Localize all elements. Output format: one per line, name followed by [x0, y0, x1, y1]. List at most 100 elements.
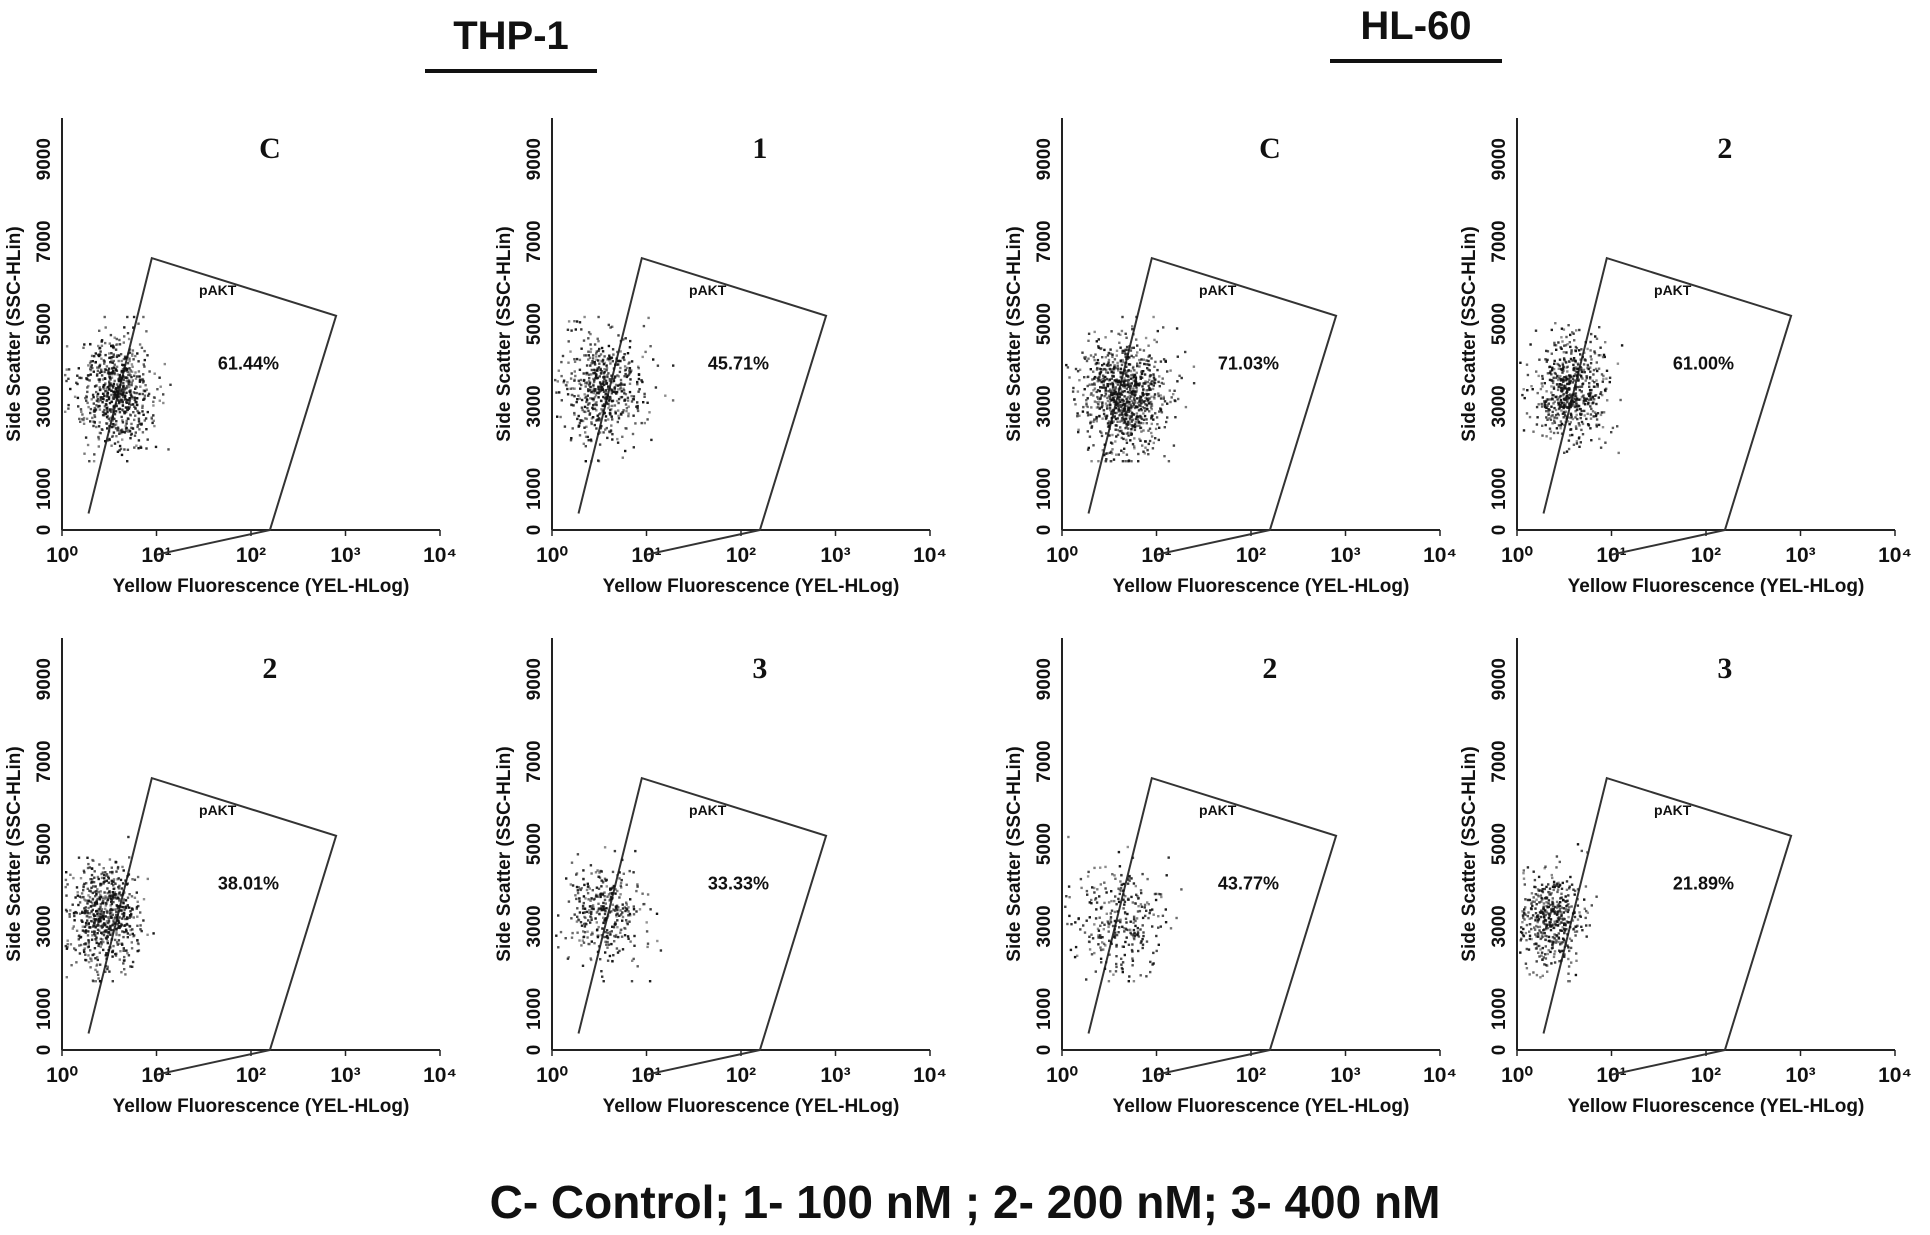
- event-point: [603, 846, 607, 849]
- event-point: [1565, 394, 1569, 398]
- event-point: [92, 370, 95, 373]
- event-point: [83, 910, 87, 913]
- event-point: [1109, 352, 1112, 355]
- event-point: [617, 334, 620, 337]
- event-point: [1114, 428, 1117, 431]
- event-point: [102, 881, 105, 884]
- event-point: [1117, 405, 1121, 408]
- event-point: [1560, 401, 1564, 405]
- event-point: [1137, 384, 1141, 387]
- event-point: [1109, 460, 1112, 463]
- event-point: [1564, 410, 1568, 413]
- event-point: [1136, 405, 1139, 408]
- event-point: [1127, 878, 1130, 881]
- event-point: [1585, 397, 1588, 400]
- event-point: [125, 949, 128, 952]
- event-point: [122, 869, 125, 872]
- event-point: [109, 924, 112, 928]
- event-point: [109, 361, 112, 364]
- event-point: [1076, 954, 1079, 957]
- event-point: [613, 388, 617, 391]
- event-point: [1089, 393, 1093, 396]
- event-point: [1113, 415, 1116, 418]
- event-point: [1125, 345, 1129, 349]
- event-point: [607, 372, 610, 375]
- event-point: [136, 900, 139, 903]
- event-point: [1110, 909, 1114, 912]
- event-point: [1132, 387, 1135, 390]
- event-point: [597, 887, 601, 890]
- event-point: [1131, 424, 1134, 427]
- event-point: [1594, 335, 1597, 338]
- event-point: [1549, 912, 1552, 915]
- event-point: [1125, 397, 1128, 401]
- event-point: [632, 414, 635, 417]
- event-point: [1130, 382, 1133, 385]
- event-point: [1559, 897, 1562, 900]
- event-point: [581, 419, 585, 423]
- event-point: [131, 352, 134, 355]
- event-point: [1149, 406, 1153, 409]
- event-point: [1094, 353, 1097, 356]
- y-tick-label: 5000: [1034, 303, 1055, 345]
- gate-polygon: [577, 256, 828, 556]
- event-point: [1575, 440, 1579, 443]
- event-point: [1536, 914, 1540, 917]
- event-point: [607, 385, 610, 388]
- event-point: [1552, 907, 1555, 910]
- event-point: [578, 434, 582, 437]
- event-point: [1115, 435, 1118, 438]
- event-point: [107, 367, 111, 370]
- event-point: [1549, 370, 1552, 373]
- event-point: [1541, 890, 1545, 894]
- event-point: [1111, 389, 1114, 392]
- event-point: [1549, 925, 1552, 928]
- event-point: [1564, 385, 1567, 388]
- event-point: [597, 392, 600, 395]
- event-point: [590, 421, 593, 424]
- event-point: [114, 913, 118, 917]
- event-point: [623, 383, 626, 386]
- event-point: [620, 913, 623, 916]
- event-point: [1152, 376, 1156, 380]
- event-point: [100, 943, 103, 946]
- y-axis-title: Side Scatter (SSC-HLin): [4, 746, 25, 961]
- event-point: [589, 397, 592, 400]
- event-point: [126, 355, 129, 359]
- event-point: [1574, 359, 1577, 363]
- event-point: [623, 353, 627, 356]
- event-point: [95, 941, 98, 945]
- event-point: [1108, 389, 1111, 393]
- x-tick-label: 10⁰: [1501, 1064, 1533, 1087]
- event-point: [97, 366, 101, 369]
- event-point: [121, 905, 124, 909]
- event-point: [1585, 376, 1588, 380]
- event-point: [110, 879, 113, 882]
- event-point: [120, 431, 123, 435]
- event-point: [1114, 931, 1117, 935]
- event-point: [1560, 336, 1563, 339]
- event-point: [1147, 388, 1150, 392]
- event-point: [582, 442, 585, 445]
- event-point: [1163, 400, 1167, 403]
- concentration-legend: C- Control; 1- 100 nM ; 2- 200 nM; 3- 40…: [489, 1176, 1441, 1228]
- event-point: [1557, 424, 1561, 427]
- event-point: [1555, 416, 1559, 420]
- event-point: [88, 866, 91, 869]
- event-point: [1099, 866, 1102, 869]
- event-point: [105, 952, 108, 955]
- event-point: [128, 405, 131, 409]
- event-point: [71, 903, 74, 906]
- event-point: [64, 878, 68, 882]
- event-point: [621, 911, 624, 914]
- event-point: [104, 904, 107, 907]
- event-point: [643, 392, 646, 396]
- event-point: [1087, 357, 1090, 360]
- event-point: [133, 878, 137, 881]
- event-point: [116, 383, 119, 386]
- event-point: [562, 379, 566, 382]
- event-point: [121, 364, 125, 367]
- event-point: [1122, 898, 1125, 901]
- event-point: [1563, 945, 1566, 948]
- event-point: [1541, 932, 1544, 935]
